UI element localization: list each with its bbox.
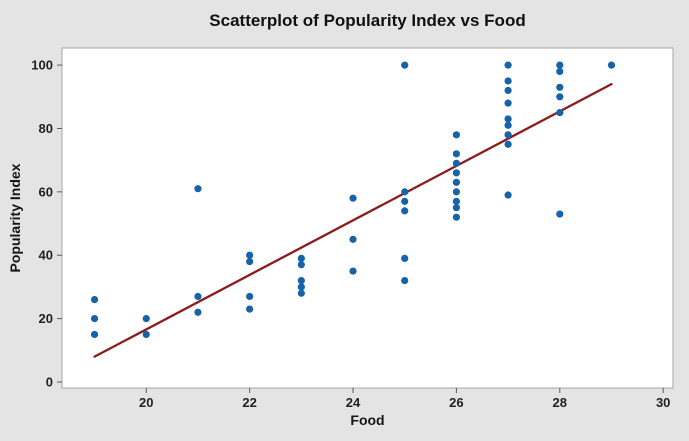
- data-point[interactable]: [452, 150, 461, 158]
- data-point[interactable]: [504, 140, 512, 148]
- x-tick-label: 30: [656, 395, 670, 410]
- chart-title: Scatterplot of Popularity Index vs Food: [209, 11, 526, 30]
- x-axis-title: Food: [350, 412, 385, 428]
- data-point[interactable]: [504, 191, 512, 199]
- data-point[interactable]: [297, 254, 305, 263]
- y-tick-label: 20: [39, 311, 53, 326]
- data-point[interactable]: [401, 61, 409, 69]
- data-point[interactable]: [142, 330, 150, 339]
- data-point[interactable]: [452, 197, 461, 205]
- data-point[interactable]: [194, 292, 202, 301]
- data-point[interactable]: [194, 308, 202, 316]
- data-point[interactable]: [194, 185, 202, 193]
- data-point[interactable]: [401, 188, 409, 196]
- data-point[interactable]: [297, 289, 305, 297]
- data-point[interactable]: [246, 305, 254, 313]
- data-point[interactable]: [504, 115, 512, 123]
- data-point[interactable]: [401, 207, 409, 215]
- data-point[interactable]: [452, 213, 461, 221]
- y-tick-label: 60: [39, 184, 53, 199]
- y-tick-label: 100: [31, 58, 53, 73]
- x-tick-label: 22: [242, 395, 256, 410]
- data-point[interactable]: [556, 61, 564, 69]
- data-point[interactable]: [297, 261, 305, 269]
- data-point[interactable]: [90, 295, 99, 304]
- data-point[interactable]: [504, 131, 512, 139]
- data-point[interactable]: [504, 61, 512, 69]
- data-point[interactable]: [556, 210, 564, 218]
- data-point[interactable]: [349, 235, 357, 243]
- data-point[interactable]: [452, 204, 461, 212]
- y-axis-title: Popularity Index: [7, 163, 23, 273]
- fit-line: [93, 82, 613, 358]
- data-point[interactable]: [297, 276, 305, 285]
- data-point[interactable]: [452, 169, 461, 177]
- x-tick-label: 28: [553, 395, 567, 410]
- data-point[interactable]: [246, 257, 254, 266]
- data-point[interactable]: [504, 86, 512, 95]
- y-tick-label: 40: [39, 248, 53, 263]
- data-point[interactable]: [452, 131, 461, 139]
- data-point[interactable]: [556, 67, 564, 76]
- data-point[interactable]: [401, 276, 409, 285]
- data-point[interactable]: [556, 83, 564, 91]
- data-point[interactable]: [504, 121, 512, 129]
- data-point[interactable]: [401, 254, 409, 263]
- data-point[interactable]: [142, 315, 150, 323]
- data-point[interactable]: [246, 292, 254, 301]
- data-point[interactable]: [556, 93, 564, 101]
- data-point[interactable]: [90, 330, 99, 339]
- data-point[interactable]: [246, 251, 254, 259]
- data-point[interactable]: [297, 283, 305, 291]
- data-point[interactable]: [504, 77, 512, 85]
- y-tick-label: 0: [46, 374, 53, 389]
- x-tick-label: 26: [449, 395, 463, 410]
- data-point[interactable]: [504, 99, 512, 107]
- data-point[interactable]: [349, 194, 357, 202]
- data-point[interactable]: [452, 159, 461, 167]
- x-tick-label: 24: [346, 395, 361, 410]
- data-point[interactable]: [556, 109, 564, 117]
- data-point[interactable]: [401, 197, 409, 205]
- x-tick-label: 20: [139, 395, 153, 410]
- y-tick-label: 80: [39, 121, 53, 136]
- data-point[interactable]: [90, 315, 99, 323]
- data-point[interactable]: [452, 178, 461, 186]
- data-point[interactable]: [607, 61, 616, 69]
- data-point[interactable]: [452, 188, 461, 196]
- data-point[interactable]: [349, 267, 357, 275]
